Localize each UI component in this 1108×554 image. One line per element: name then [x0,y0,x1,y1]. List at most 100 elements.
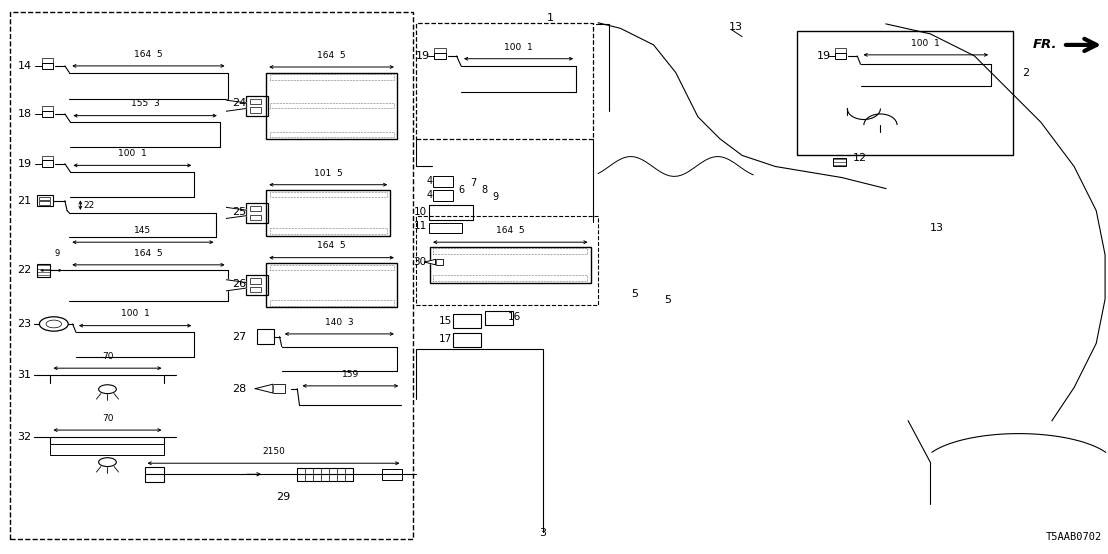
Bar [430,247,591,283]
Bar [40,201,51,204]
Text: 2150: 2150 [261,447,285,456]
Bar [433,189,453,201]
Bar [246,203,268,223]
Text: 8: 8 [481,184,488,194]
Bar [246,96,268,116]
Bar [269,74,393,80]
Text: T5AAB0702: T5AAB0702 [1046,532,1101,542]
Text: 5: 5 [665,295,671,305]
Bar [249,99,260,104]
Text: 5: 5 [632,289,638,299]
Polygon shape [226,207,246,218]
Bar [266,190,390,235]
Bar [433,248,587,254]
Text: 17: 17 [439,334,452,344]
Polygon shape [226,280,246,291]
Text: 9: 9 [54,249,60,258]
Bar [42,161,53,167]
Polygon shape [424,259,435,265]
Text: 100  1: 100 1 [504,43,533,52]
Text: 32: 32 [18,432,32,442]
Bar [269,300,393,306]
Bar [269,103,393,109]
Text: 2: 2 [1022,68,1029,78]
Bar [269,228,387,234]
Text: 22: 22 [18,265,32,275]
Bar [42,156,53,161]
Bar [798,31,1013,156]
Text: 19: 19 [817,51,831,61]
Text: 164  5: 164 5 [317,51,346,60]
Bar [269,132,393,137]
Bar [429,223,462,233]
Text: 4: 4 [427,176,432,186]
Bar [269,192,387,197]
Text: 164  5: 164 5 [134,249,163,258]
Text: 16: 16 [507,312,521,322]
Bar [249,107,260,113]
Text: 155  3: 155 3 [131,100,160,109]
Text: 140  3: 140 3 [325,318,353,327]
Text: 10: 10 [413,207,427,217]
Bar [435,259,443,265]
Text: 19: 19 [416,51,430,61]
Bar [382,469,402,480]
Text: 24: 24 [232,98,246,108]
Text: 1: 1 [547,13,554,23]
Text: 25: 25 [233,207,246,217]
Bar [273,384,286,393]
Bar [246,275,268,295]
Text: 28: 28 [232,383,246,394]
Bar [249,214,260,220]
Text: 145: 145 [134,226,152,235]
Bar [434,48,445,53]
Text: 100  1: 100 1 [912,39,941,48]
Bar [249,206,260,211]
Text: 164  5: 164 5 [317,242,346,250]
Text: 7: 7 [470,178,476,188]
Bar [416,216,598,305]
Bar [40,197,51,200]
Bar [42,63,53,69]
Text: 13: 13 [729,22,742,32]
Text: 19: 19 [18,158,32,169]
Bar [434,53,445,59]
Text: FR.: FR. [1033,38,1057,52]
Bar [835,48,847,53]
Bar [144,466,164,482]
Bar [266,263,397,307]
Text: 70: 70 [102,414,113,423]
Bar [269,265,393,270]
Text: 30: 30 [413,257,427,267]
Bar [249,287,260,293]
Bar [416,23,593,139]
Bar [51,444,164,455]
Text: 164  5: 164 5 [134,50,163,59]
Bar [10,12,413,540]
Text: 70: 70 [102,352,113,361]
Bar [38,264,51,277]
Polygon shape [255,384,273,393]
Text: 13: 13 [931,223,944,233]
Bar [42,106,53,111]
Bar [433,176,453,187]
Text: 100  1: 100 1 [119,149,146,158]
Bar [835,53,847,59]
Text: 31: 31 [18,371,32,381]
Text: 18: 18 [18,109,32,119]
Text: 15: 15 [439,316,452,326]
Bar [42,111,53,117]
Text: 100  1: 100 1 [121,310,150,319]
Text: 3: 3 [540,528,546,538]
Text: 101  5: 101 5 [314,168,342,177]
Text: 9: 9 [492,192,499,202]
Text: 23: 23 [18,319,32,329]
Text: 4: 4 [427,190,432,200]
Bar [429,204,473,220]
Bar [833,158,847,167]
Bar [453,314,481,328]
Text: 29: 29 [276,492,290,502]
Bar [257,330,274,344]
Bar [485,311,513,325]
Text: 14: 14 [18,61,32,71]
